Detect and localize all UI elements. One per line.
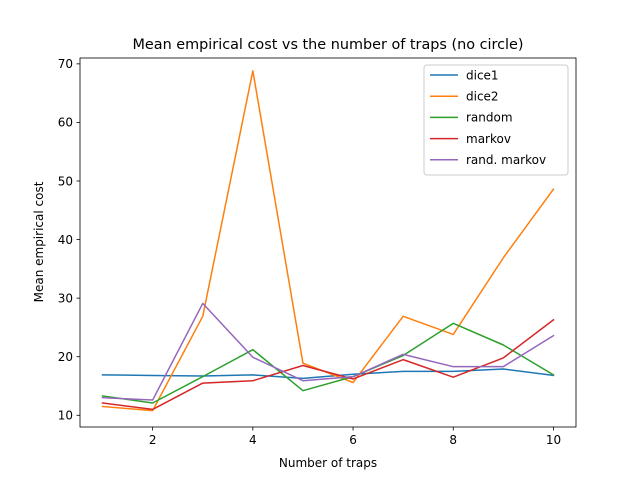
legend-label-rand-markov: rand. markov — [466, 153, 546, 167]
y-tick-label: 10 — [58, 409, 73, 423]
chart-title: Mean empirical cost vs the number of tra… — [133, 37, 524, 53]
plot-area — [79, 57, 577, 428]
y-tick-label: 40 — [58, 233, 73, 247]
legend: dice1 dice2 random markov rand. markov — [423, 64, 569, 176]
y-tick-label: 20 — [58, 350, 73, 364]
x-tick-label: 2 — [149, 433, 157, 447]
y-tick-label: 60 — [58, 116, 73, 130]
x-tick-label: 6 — [349, 433, 357, 447]
plot-frame — [79, 57, 577, 428]
legend-box — [423, 64, 569, 176]
legend-label-markov: markov — [466, 132, 511, 146]
y-tick-label: 50 — [58, 174, 73, 188]
series-line-markov — [101, 318, 555, 411]
legend-label-random: random — [466, 111, 513, 125]
y-tick-label: 70 — [58, 57, 73, 71]
series-line-dice1 — [101, 368, 555, 380]
y-axis-label: Mean empirical cost — [32, 181, 46, 302]
y-tick-label: 30 — [58, 291, 73, 305]
x-tick-label: 8 — [449, 433, 457, 447]
legend-label-dice1: dice1 — [466, 68, 499, 82]
y-axis: 10 20 30 40 50 60 70 — [58, 57, 80, 423]
x-tick-label: 4 — [249, 433, 257, 447]
x-tick-label: 10 — [546, 433, 561, 447]
x-axis-label: Number of traps — [279, 456, 377, 470]
series-line-random — [101, 322, 555, 404]
x-axis: 2 4 6 8 10 — [149, 427, 561, 447]
series-line-rand-markov — [101, 302, 555, 401]
legend-label-dice2: dice2 — [466, 90, 499, 104]
